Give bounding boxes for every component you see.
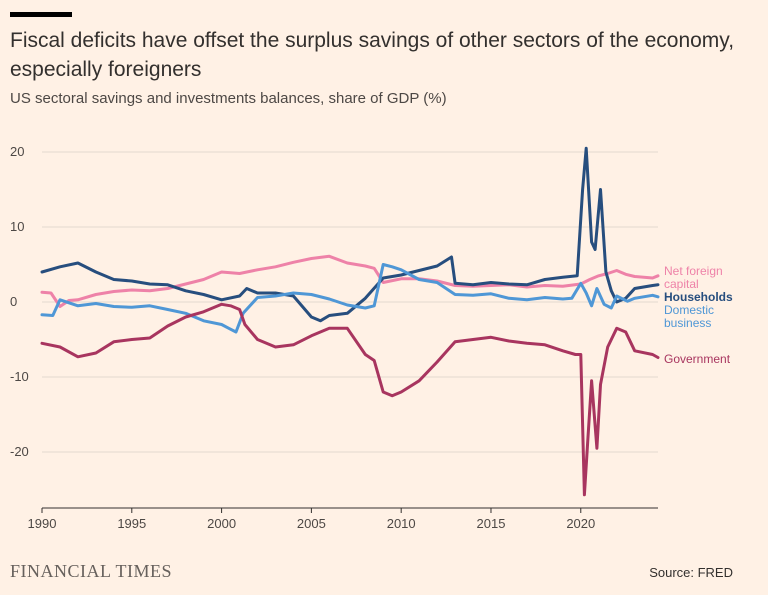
series-labels: Net foreigncapitalHouseholdsDomesticbusi…	[664, 264, 733, 366]
series-label-net-foreign-capital: capital	[664, 277, 699, 291]
series-label-government: Government	[664, 352, 731, 366]
x-tick-label: 1995	[117, 516, 146, 531]
y-tick-label: -10	[10, 369, 29, 384]
source-note: Source: FRED	[649, 565, 733, 580]
series-label-domestic-business: Domestic	[664, 303, 714, 317]
x-tick-label: 2015	[477, 516, 506, 531]
series-label-net-foreign-capital: Net foreign	[664, 264, 723, 278]
ft-brand: FINANCIAL TIMES	[10, 561, 173, 581]
series-line-government	[40, 302, 660, 497]
y-tick-label: -20	[10, 444, 29, 459]
y-tick-label: 20	[10, 144, 24, 159]
x-tick-label: 1990	[28, 516, 57, 531]
chart-title: Fiscal deficits have offset the surplus …	[10, 29, 735, 81]
chart-subtitle: US sectoral savings and investments bala…	[10, 90, 447, 107]
gridlines	[42, 151, 658, 453]
series-label-households: Households	[664, 290, 733, 304]
x-tick-label: 2000	[207, 516, 236, 531]
series-label-domestic-business: business	[664, 316, 711, 330]
y-tick-label: 10	[10, 219, 24, 234]
series-line-net-foreign-capital	[40, 254, 660, 308]
ft-top-bar	[10, 12, 72, 17]
series-lines	[40, 146, 660, 497]
x-tick-label: 2010	[387, 516, 416, 531]
series-line-households	[40, 146, 660, 323]
x-tick-label: 2020	[566, 516, 595, 531]
x-tick-label: 2005	[297, 516, 326, 531]
y-tick-label: 0	[10, 294, 17, 309]
series-line-domestic-business	[40, 263, 660, 334]
